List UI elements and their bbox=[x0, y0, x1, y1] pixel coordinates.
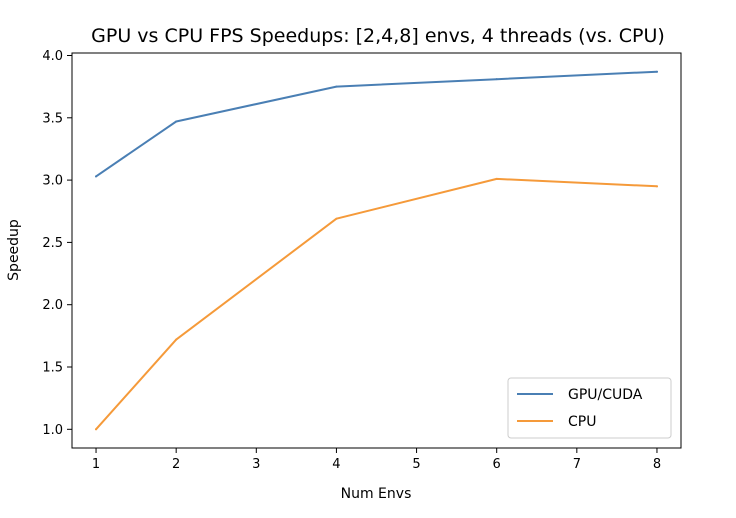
y-tick-label-1: 1.5 bbox=[42, 361, 63, 376]
data-point-cpu-3 bbox=[495, 177, 498, 180]
data-point-cpu-4 bbox=[655, 185, 658, 188]
data-point-cpu-0 bbox=[95, 428, 98, 431]
data-point-gpu-cuda-3 bbox=[495, 78, 498, 81]
series-line-gpu-cuda bbox=[95, 70, 658, 178]
legend-label-gpu-cuda: GPU/CUDA bbox=[568, 387, 643, 403]
x-tick-label-7: 7 bbox=[573, 457, 581, 472]
data-point-gpu-cuda-0 bbox=[95, 175, 98, 178]
x-tick-label-3: 3 bbox=[252, 457, 260, 472]
legend-label-cpu: CPU bbox=[568, 414, 596, 430]
data-point-cpu-1 bbox=[175, 338, 178, 341]
x-tick-label-8: 8 bbox=[653, 457, 661, 472]
x-axis-label: Num Envs bbox=[341, 486, 412, 502]
x-tick-label-2: 2 bbox=[172, 457, 180, 472]
x-axis: 1 2 3 4 5 6 7 8 bbox=[92, 448, 661, 472]
x-tick-label-1: 1 bbox=[92, 457, 100, 472]
plot-frame bbox=[71, 52, 682, 449]
x-tick-label-4: 4 bbox=[332, 457, 340, 472]
data-point-gpu-cuda-1 bbox=[175, 120, 178, 123]
y-tick-label-4: 3.0 bbox=[42, 174, 63, 189]
y-axis-label: Speedup bbox=[6, 219, 22, 281]
y-tick-label-0: 1.0 bbox=[42, 423, 63, 438]
y-tick-label-6: 4.0 bbox=[42, 49, 63, 64]
y-tick-label-3: 2.5 bbox=[42, 236, 63, 251]
legend: GPU/CUDA CPU bbox=[507, 377, 672, 439]
x-tick-label-5: 5 bbox=[412, 457, 420, 472]
x-tick-label-6: 6 bbox=[493, 457, 501, 472]
data-point-gpu-cuda-4 bbox=[655, 70, 658, 73]
data-point-cpu-2 bbox=[335, 217, 338, 220]
data-point-gpu-cuda-2 bbox=[335, 85, 338, 88]
y-tick-label-5: 3.5 bbox=[42, 111, 63, 126]
y-axis: 1.0 1.5 2.0 2.5 3.0 3.5 4.0 bbox=[42, 49, 72, 438]
series-layer bbox=[95, 70, 658, 431]
chart-title: GPU vs CPU FPS Speedups: [2,4,8] envs, 4… bbox=[91, 25, 665, 47]
y-tick-label-2: 2.0 bbox=[42, 298, 63, 313]
